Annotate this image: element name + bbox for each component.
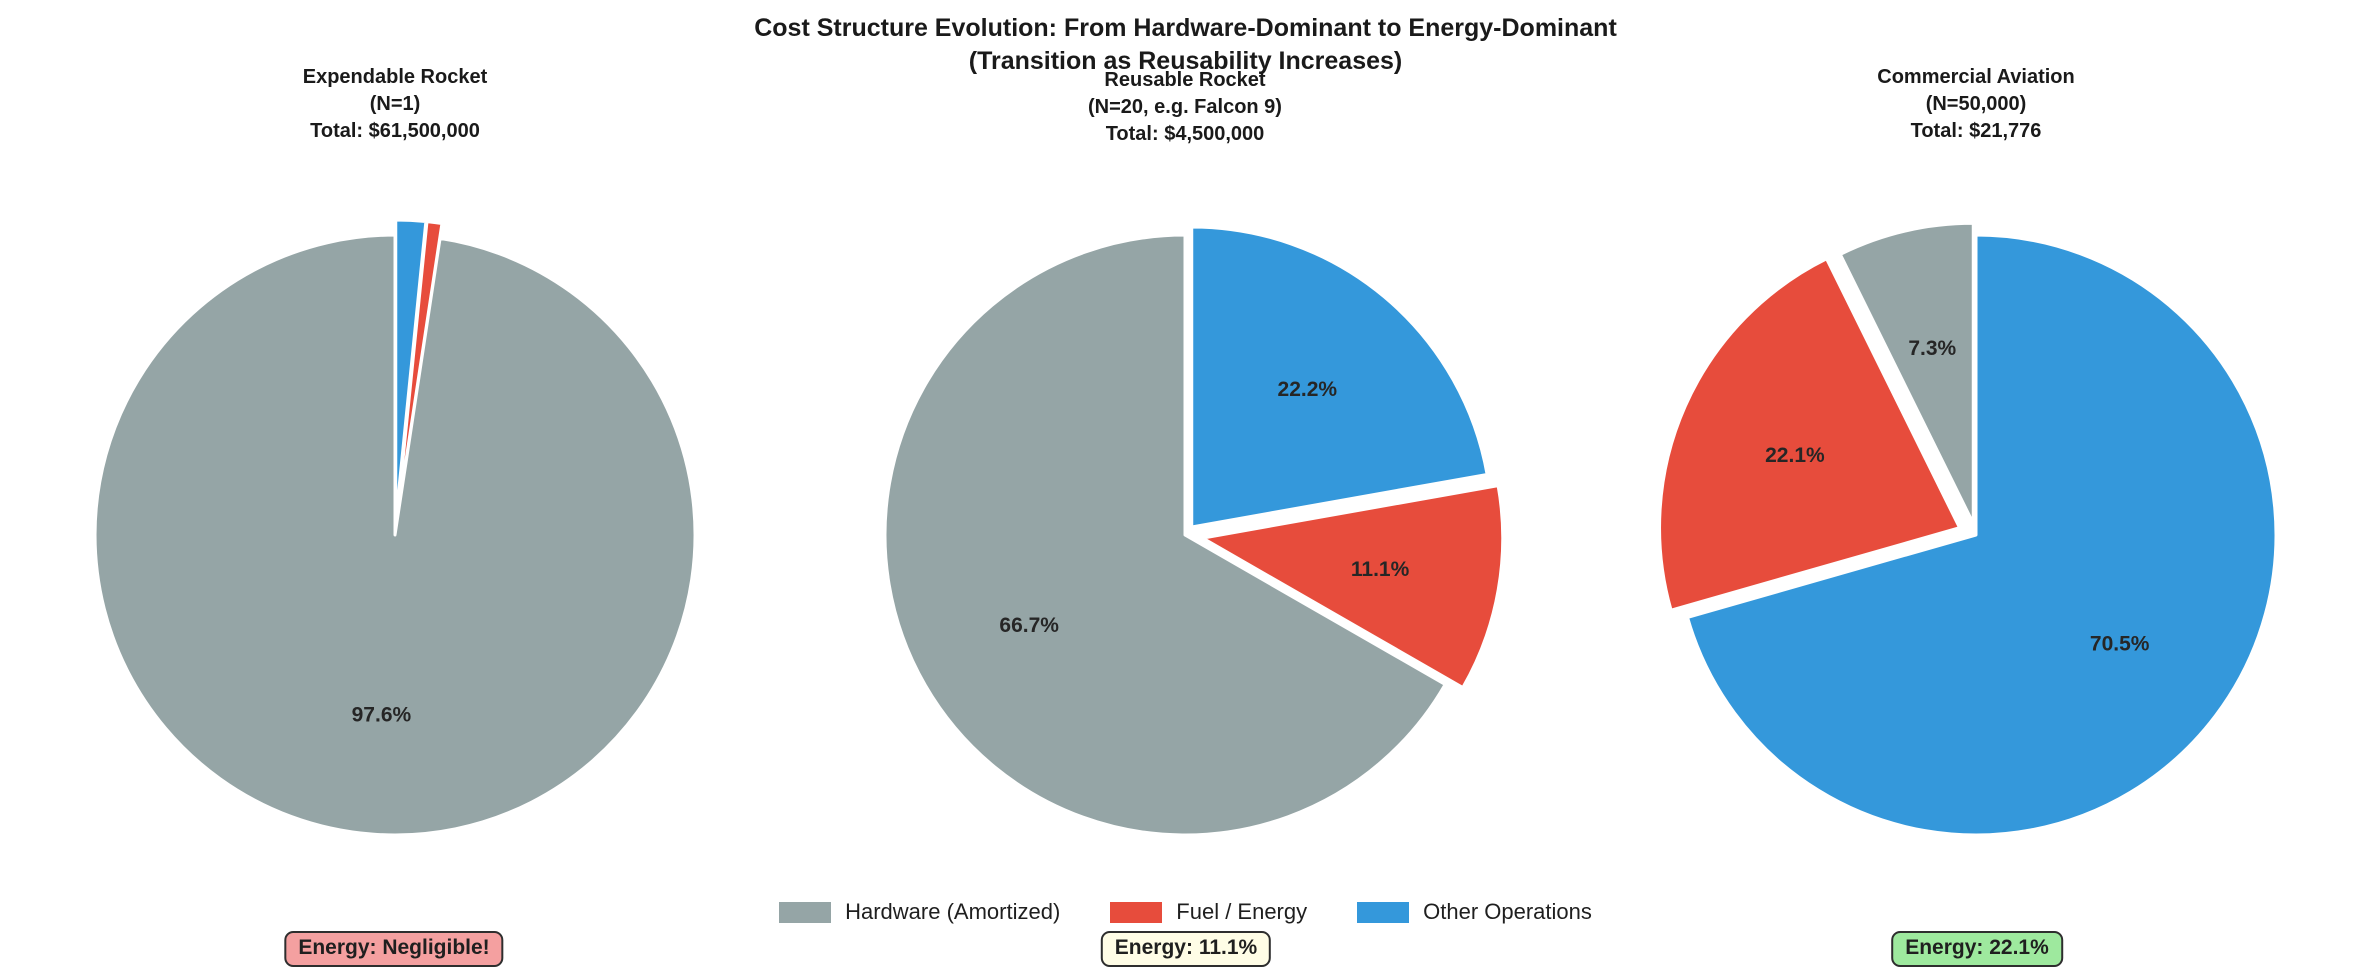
legend-label-hardware: Hardware (Amortized) (845, 899, 1061, 924)
legend-item-hardware: Hardware (Amortized) (779, 899, 1060, 925)
annotation-energy-expendable-text: Energy: Negligible! (298, 936, 490, 959)
pie0-slice-other (394, 218, 428, 522)
pie1-slice-hardware (883, 233, 1447, 837)
annotation-energy-expendable: Energy: Negligible! (284, 931, 504, 967)
figure-title: Cost Structure Evolution: From Hardware-… (0, 12, 2371, 78)
pie-title-reusable: Reusable Rocket (N=20, e.g. Falcon 9) To… (1088, 67, 1282, 148)
pie-title-expendable: Expendable Rocket (N=1) Total: $61,500,0… (303, 64, 488, 145)
legend-item-fuel: Fuel / Energy (1110, 899, 1307, 925)
pie-title-aviation-name: Commercial Aviation (1877, 66, 2075, 88)
pie-title-expendable-name: Expendable Rocket (302, 66, 488, 88)
pie1-slice-fuel (1201, 484, 1505, 690)
pie-title-expendable-total: Total: $61,500,000 (310, 120, 480, 142)
pie-title-aviation-n: (N=50,000) (1925, 93, 2027, 115)
legend-item-other: Other Operations (1357, 899, 1592, 925)
legend-swatch-hardware-icon (779, 901, 832, 923)
pie-title-reusable-total: Total: $4,500,000 (1105, 123, 1265, 145)
figure-title-line1: Cost Structure Evolution: From Hardware-… (754, 14, 1617, 42)
pie2-pct-label-other: 70.5% (2090, 632, 2150, 655)
pie-title-aviation-total: Total: $21,776 (1910, 120, 2042, 142)
pie0-slice-hardware (93, 233, 697, 837)
pie-title-reusable-name: Reusable Rocket (1104, 69, 1266, 91)
legend-label-other: Other Operations (1423, 899, 1592, 924)
pie-chart-aviation: 7.3% 22.1% 70.5% (1606, 165, 2346, 905)
legend-swatch-other-icon (1357, 901, 1410, 923)
pie-chart-expendable: 97.6% (25, 165, 765, 905)
pie1-pct-label-hardware: 66.7% (999, 614, 1059, 637)
pie2-pct-label-hardware: 7.3% (1908, 337, 1956, 360)
pie0-pct-label-hardware: 97.6% (352, 704, 412, 727)
pie1-slice-other (1190, 225, 1489, 529)
annotation-energy-aviation-text: Energy: 22.1% (1905, 936, 2049, 959)
pie-chart-reusable: 66.7% 11.1% 22.2% (815, 165, 1555, 905)
pie1-pct-label-other: 22.2% (1278, 378, 1338, 401)
pie-title-aviation: Commercial Aviation (N=50,000) Total: $2… (1877, 64, 2074, 145)
legend-label-fuel: Fuel / Energy (1176, 899, 1308, 924)
pie-title-expendable-n: (N=1) (369, 93, 421, 115)
annotation-energy-reusable-text: Energy: 11.1% (1114, 936, 1258, 959)
annotation-energy-aviation: Energy: 22.1% (1891, 931, 2063, 967)
pie1-pct-label-fuel: 11.1% (1351, 558, 1410, 581)
legend: Hardware (Amortized) Fuel / Energy Other… (0, 899, 2371, 925)
figure-title-line2: (Transition as Reusability Increases) (968, 47, 1403, 75)
pie2-slice-fuel (1658, 257, 1962, 612)
annotation-energy-reusable: Energy: 11.1% (1100, 931, 1272, 967)
pie-title-reusable-n: (N=20, e.g. Falcon 9) (1088, 96, 1282, 118)
pie2-slice-hardware (1838, 221, 1975, 525)
legend-swatch-fuel-icon (1110, 901, 1163, 923)
pie2-slice-other (1686, 233, 2278, 837)
pie2-pct-label-fuel: 22.1% (1765, 444, 1825, 467)
